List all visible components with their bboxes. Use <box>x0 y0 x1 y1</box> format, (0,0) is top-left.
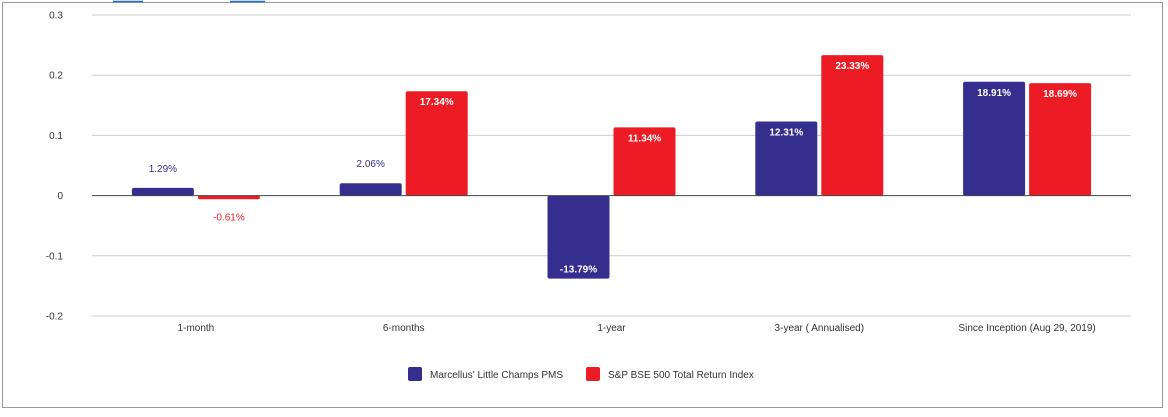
legend-label: Marcellus' Little Champs PMS <box>430 370 563 381</box>
chart-frame <box>2 2 1163 408</box>
y-tick-label: 0.2 <box>49 71 63 82</box>
x-tick-label: 1-month <box>178 323 215 334</box>
legend-swatch <box>408 367 422 381</box>
bar-marcellus <box>547 195 610 279</box>
x-tick-label: 1-year <box>597 323 626 334</box>
data-labels: 1.29% -0.61% 2.06% 17.34% -13.79% 11.34% 12.31… <box>149 61 1077 275</box>
bar-bse500 <box>613 127 676 196</box>
bars <box>131 55 1092 279</box>
legend-swatch <box>586 367 600 381</box>
data-label: 1.29% <box>149 164 177 175</box>
bar-marcellus <box>755 121 818 196</box>
data-label: 18.69% <box>1043 89 1077 100</box>
x-axis-ticks: 1-month 6-months 1-year 3-year ( Annualised… <box>178 323 1096 334</box>
data-label: 12.31% <box>769 127 803 138</box>
bar-bse500 <box>821 55 884 196</box>
bar-bse500 <box>405 91 468 196</box>
grid-lines <box>92 14 1131 317</box>
bar-marcellus <box>339 183 402 196</box>
x-tick-label: 6-months <box>383 323 425 334</box>
data-label: 11.34% <box>628 133 661 144</box>
y-tick-label: -0.1 <box>46 251 64 262</box>
x-tick-label: 3-year ( Annualised) <box>775 323 865 334</box>
y-tick-label: -0.2 <box>46 312 64 323</box>
y-tick-label: 0 <box>57 191 63 202</box>
data-label: 23.33% <box>835 61 869 72</box>
data-label: -13.79% <box>560 265 597 276</box>
bar-marcellus <box>131 187 194 196</box>
legend-label: S&P BSE 500 Total Return Index <box>608 370 754 381</box>
y-tick-label: 0.1 <box>49 131 63 142</box>
data-label: 2.06% <box>357 159 385 170</box>
y-axis-ticks: 0.3 0.2 0.1 0 -0.1 -0.2 <box>46 11 64 323</box>
data-label: 18.91% <box>977 88 1011 99</box>
y-tick-label: 0.3 <box>49 11 63 22</box>
bar-bse500 <box>1029 83 1092 196</box>
bar-bse500 <box>197 195 260 200</box>
bar-marcellus <box>963 81 1026 196</box>
legend: Marcellus' Little Champs PMS S&P BSE 500 … <box>408 367 754 381</box>
data-label: 17.34% <box>420 97 454 108</box>
x-tick-label: Since Inception (Aug 29, 2019) <box>958 323 1095 334</box>
data-label: -0.61% <box>213 212 245 223</box>
